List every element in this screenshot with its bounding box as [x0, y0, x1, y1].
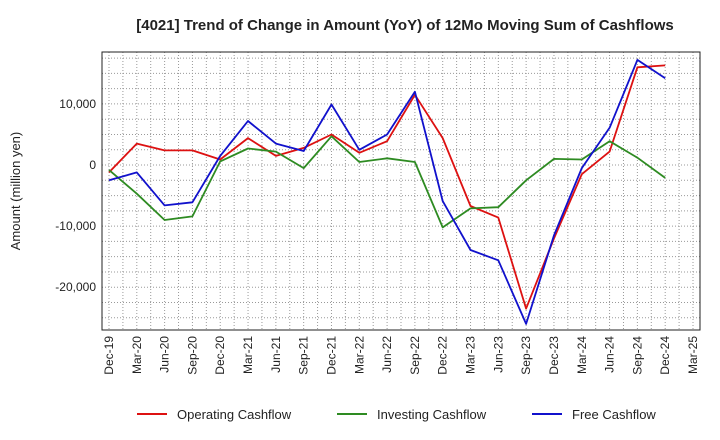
x-tick-label: Sep-22	[408, 336, 422, 375]
legend-label-operating-cashflow: Operating Cashflow	[177, 407, 292, 422]
x-tick-label: Mar-24	[575, 336, 589, 374]
x-tick-label: Mar-22	[352, 336, 366, 374]
y-tick-label: 10,000	[59, 97, 96, 111]
x-tick-label: Jun-21	[269, 336, 283, 373]
free-cashflow-line	[108, 59, 666, 325]
x-tick-label: Sep-23	[519, 336, 533, 375]
x-tick-label: Dec-19	[102, 336, 116, 375]
chart-title: [4021] Trend of Change in Amount (YoY) o…	[136, 17, 674, 34]
x-tick-label: Jun-24	[603, 336, 617, 373]
x-tick-label: Dec-21	[324, 336, 338, 375]
y-tick-label: 0	[89, 158, 96, 172]
y-tick-label: -10,000	[55, 219, 96, 233]
operating-cashflow-line	[108, 64, 666, 310]
x-tick-label: Jun-20	[158, 336, 172, 373]
x-tick-label: Mar-25	[686, 336, 700, 374]
x-tick-label: Sep-21	[297, 336, 311, 375]
x-tick-label: Sep-24	[630, 336, 644, 375]
x-tick-label: Dec-23	[547, 336, 561, 375]
x-tick-label: Mar-20	[130, 336, 144, 374]
y-axis-label: Amount (million yen)	[8, 132, 23, 251]
x-tick-label: Mar-23	[464, 336, 478, 374]
y-tick-label: -20,000	[55, 280, 96, 294]
x-tick-label: Dec-24	[658, 336, 672, 375]
x-tick-label: Dec-22	[436, 336, 450, 375]
legend-label-free-cashflow: Free Cashflow	[572, 407, 656, 422]
investing-cashflow-line	[108, 135, 666, 229]
x-tick-label: Dec-20	[213, 336, 227, 375]
x-tick-label: Mar-21	[241, 336, 255, 374]
plot-area-border	[101, 51, 701, 331]
x-tick-label: Sep-20	[185, 336, 199, 375]
x-tick-label: Jun-23	[491, 336, 505, 373]
legend-label-investing-cashflow: Investing Cashflow	[377, 407, 487, 422]
x-tick-label: Jun-22	[380, 336, 394, 373]
